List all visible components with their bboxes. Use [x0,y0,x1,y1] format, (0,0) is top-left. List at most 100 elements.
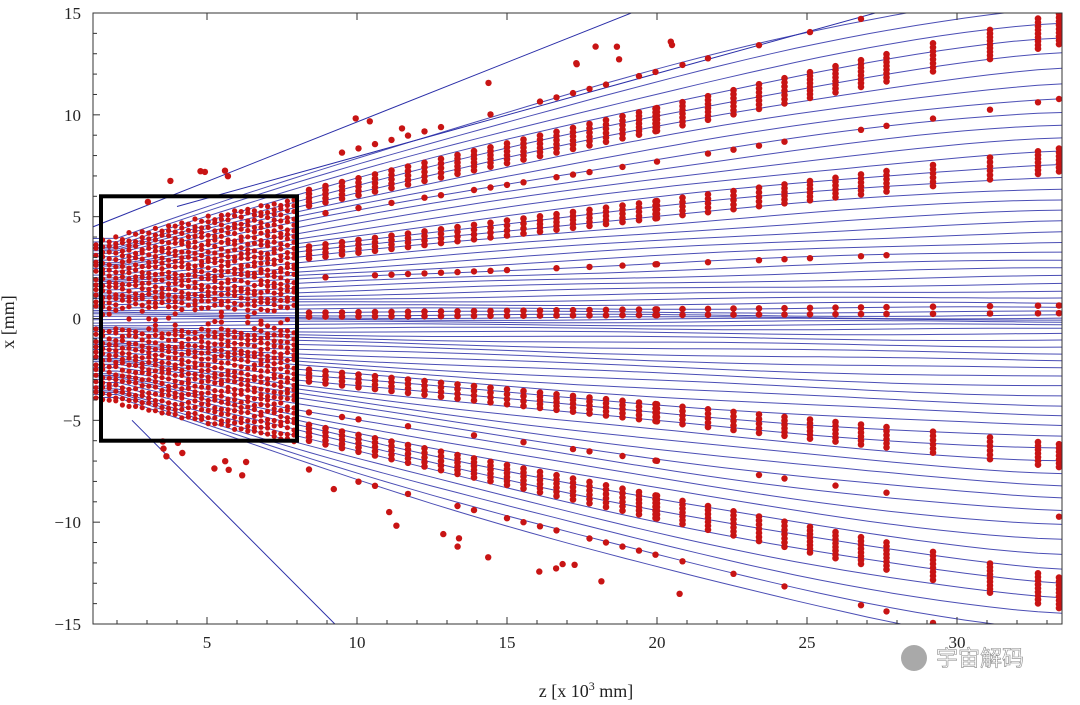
data-point [152,357,158,363]
trajectory-line [93,251,1062,291]
data-point [218,411,224,417]
data-point [470,455,478,462]
data-point [1034,438,1042,446]
data-point [172,240,178,246]
data-point [755,184,763,191]
data-point [93,252,99,259]
data-point [159,359,165,366]
data-point [172,248,178,254]
data-point [152,284,158,290]
data-point [278,218,284,224]
data-point [730,305,737,312]
data-point [245,218,251,224]
data-point [146,377,152,383]
data-point [559,560,566,568]
data-point [185,348,191,354]
data-point [258,260,264,266]
data-point [185,329,191,335]
data-point [212,347,218,353]
data-point [454,381,461,388]
data-point [421,382,428,390]
data-point [179,300,185,306]
data-point [679,311,686,319]
data-point [139,280,145,286]
data-point [232,414,238,420]
data-point [126,374,132,380]
data-point [93,389,99,395]
data-point [245,358,251,364]
data-point [205,255,211,261]
data-point [755,305,763,312]
data-point [139,393,145,399]
data-point [245,418,251,424]
data-point [258,210,264,216]
data-point [278,257,284,264]
data-point [232,258,238,264]
data-point [232,340,238,346]
data-point [704,305,712,313]
data-point [503,232,511,239]
data-point [322,209,329,217]
data-point [126,304,132,310]
data-point [355,175,362,182]
data-point [166,269,172,275]
data-point [271,250,277,256]
data-point [571,561,578,568]
x-axis-label-unit: mm] [595,681,634,701]
data-point [635,547,643,554]
data-point [653,261,661,268]
data-point [218,319,224,325]
data-point [113,234,119,240]
data-point [251,374,257,380]
data-point [251,298,257,304]
data-point [322,274,329,281]
data-point [192,256,198,262]
data-point [192,398,198,404]
data-point [106,329,112,335]
x-tick-label: 30 [949,633,966,652]
data-point [133,239,139,245]
trajectory-lines [93,13,1062,624]
data-point [284,328,290,334]
data-point [192,392,198,398]
data-point [586,535,593,542]
data-point [192,364,198,370]
data-point [225,343,231,349]
data-point [569,171,577,178]
data-point [146,359,152,365]
data-point [126,379,132,385]
data-point [113,269,119,275]
data-point [221,167,229,174]
trajectory-line [93,313,1062,317]
data-point [146,236,152,242]
data-point [172,378,178,384]
trajectory-line [93,393,999,624]
data-point [192,376,198,382]
data-point [232,351,238,357]
data-point [265,381,271,387]
trajectory-line [93,315,1062,320]
data-point [271,355,277,361]
data-point [126,332,132,338]
data-point [520,397,527,405]
data-point [278,384,284,390]
data-point [126,294,132,300]
data-point [225,225,231,231]
data-point [218,268,224,274]
data-point [552,565,560,572]
data-point [322,424,329,432]
data-point [398,125,406,132]
data-point [251,302,257,309]
data-point [258,357,264,363]
data-point [179,225,185,231]
data-point [166,405,172,411]
data-point [113,363,119,370]
data-point [271,273,277,280]
data-point [212,243,218,250]
data-point [278,379,284,385]
x-axis-label-sup: 3 [589,679,595,693]
data-point [619,485,626,493]
data-point [586,306,593,314]
data-point [265,421,271,427]
